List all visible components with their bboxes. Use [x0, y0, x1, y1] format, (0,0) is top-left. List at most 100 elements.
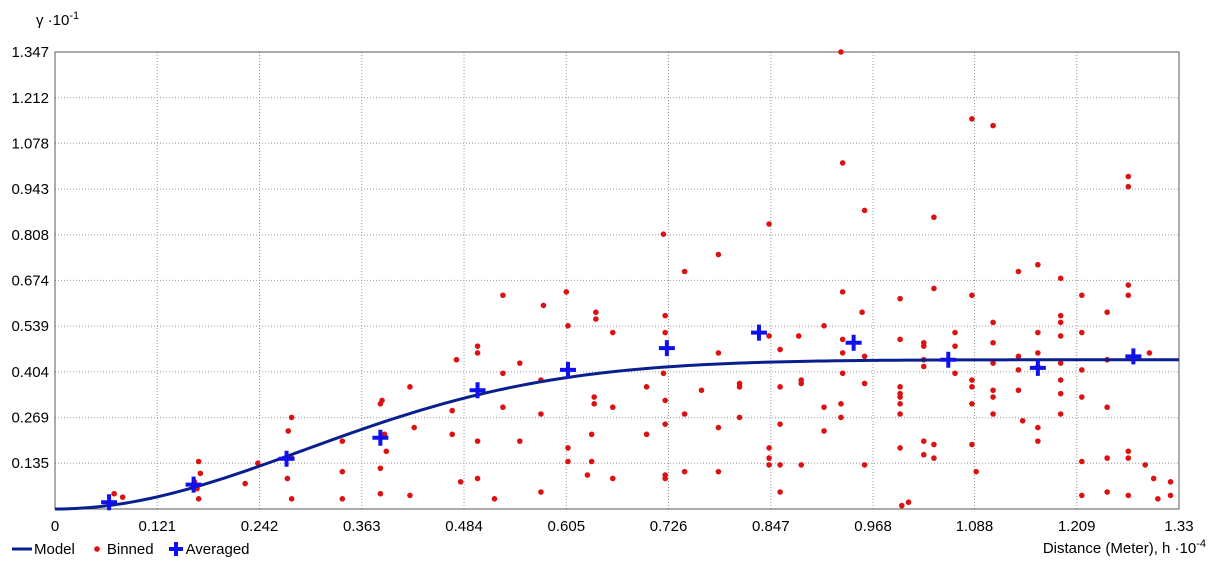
- binned-point: [859, 309, 865, 316]
- binned-point: [1125, 492, 1132, 499]
- legend: Model Binned Averaged: [10, 540, 262, 558]
- x-tick-label: 0.726: [650, 518, 688, 535]
- binned-point: [839, 350, 846, 356]
- binned-point: [990, 339, 996, 346]
- x-tick-label: 0.605: [548, 518, 586, 535]
- binned-point: [119, 494, 126, 500]
- binned-point: [1142, 462, 1148, 468]
- averaged-point: [845, 334, 862, 351]
- x-tick-label: 0.484: [445, 518, 483, 535]
- binned-point: [500, 404, 506, 411]
- binned-point: [609, 404, 616, 411]
- binned-point: [662, 312, 668, 319]
- binned-point: [538, 411, 544, 417]
- binned-point: [285, 428, 292, 434]
- binned-point: [969, 292, 975, 299]
- binned-point: [681, 468, 688, 475]
- binned-point: [195, 496, 202, 502]
- binned-point: [920, 363, 927, 370]
- binned-point: [643, 384, 650, 390]
- binned-point: [736, 414, 743, 421]
- binned-point: [1057, 333, 1064, 339]
- grid: [55, 52, 1179, 509]
- binned-point: [766, 455, 772, 461]
- binned-point: [952, 370, 958, 377]
- model-curve: [54, 358, 1179, 511]
- legend-averaged-label: Averaged: [185, 540, 250, 558]
- binned-point: [715, 350, 722, 356]
- averaged-point: [185, 476, 202, 493]
- x-tick-label: 0.847: [752, 518, 790, 535]
- binned-point: [1167, 479, 1174, 485]
- binned-point: [660, 370, 667, 377]
- binned-point: [1057, 411, 1064, 417]
- y-tick-label: 0.135: [11, 455, 49, 472]
- binned-point: [1015, 353, 1022, 360]
- binned-point: [969, 441, 975, 448]
- model-swatch-icon: [12, 547, 32, 551]
- binned-point: [1015, 268, 1022, 275]
- binned-point: [407, 384, 413, 390]
- y-tick-label: 0.674: [11, 272, 49, 289]
- binned-point: [1125, 282, 1132, 288]
- y-tick-label: 0.808: [11, 227, 49, 244]
- binned-point: [474, 438, 481, 444]
- binned-point: [1125, 455, 1132, 461]
- binned-point: [1104, 309, 1110, 316]
- binned-point: [698, 387, 705, 394]
- y-tick-label: 0.269: [11, 410, 49, 427]
- legend-averaged: Averaged: [166, 540, 250, 558]
- binned-point: [861, 462, 868, 468]
- binned-point: [920, 451, 927, 458]
- binned-series: [111, 49, 1174, 509]
- binned-point: [715, 251, 722, 258]
- binned-point: [1035, 438, 1041, 444]
- binned-point: [377, 401, 384, 407]
- binned-point: [591, 401, 597, 407]
- binned-point: [920, 438, 927, 444]
- legend-binned: Binned: [87, 541, 154, 558]
- binned-point: [453, 356, 460, 363]
- binned-point: [952, 329, 958, 336]
- binned-point: [565, 458, 571, 465]
- y-axis-label: γ ·10-1: [36, 10, 80, 29]
- binned-point: [777, 346, 783, 353]
- binned-point: [197, 470, 204, 477]
- binned-point: [662, 397, 668, 404]
- binned-point: [1146, 350, 1153, 356]
- binned-point: [920, 343, 927, 349]
- binned-point: [766, 221, 772, 227]
- binned-point: [777, 489, 783, 495]
- binned-point: [411, 424, 417, 431]
- binned-point: [1057, 312, 1064, 319]
- binned-point: [1019, 417, 1026, 424]
- binned-point: [111, 490, 117, 497]
- binned-point: [1035, 329, 1041, 336]
- binned-point: [736, 384, 743, 390]
- binned-point: [798, 380, 805, 387]
- binned-point: [242, 480, 248, 487]
- binned-point: [449, 407, 456, 414]
- binned-point: [474, 350, 481, 356]
- binned-point: [339, 438, 346, 444]
- y-axis-ticks: 0.135 0.269 0.404 0.539 0.674 0.808 0.943 1.078…: [11, 44, 49, 472]
- binned-point: [588, 431, 595, 438]
- binned-point: [952, 343, 958, 349]
- binned-point: [990, 387, 996, 394]
- x-tick-label: 0.242: [241, 518, 279, 535]
- binned-point: [969, 401, 975, 407]
- binned-point: [1104, 489, 1110, 495]
- binned-point: [795, 333, 802, 339]
- binned-point: [990, 360, 996, 366]
- binned-point: [897, 336, 903, 343]
- binned-point: [861, 207, 868, 214]
- binned-point: [1104, 455, 1110, 461]
- binned-point: [897, 411, 903, 417]
- averaged-point: [750, 324, 767, 341]
- binned-point: [288, 496, 295, 502]
- binned-point: [1057, 319, 1064, 326]
- binned-point: [474, 343, 481, 349]
- binned-point: [766, 462, 772, 468]
- x-tick-label: 0.968: [854, 518, 892, 535]
